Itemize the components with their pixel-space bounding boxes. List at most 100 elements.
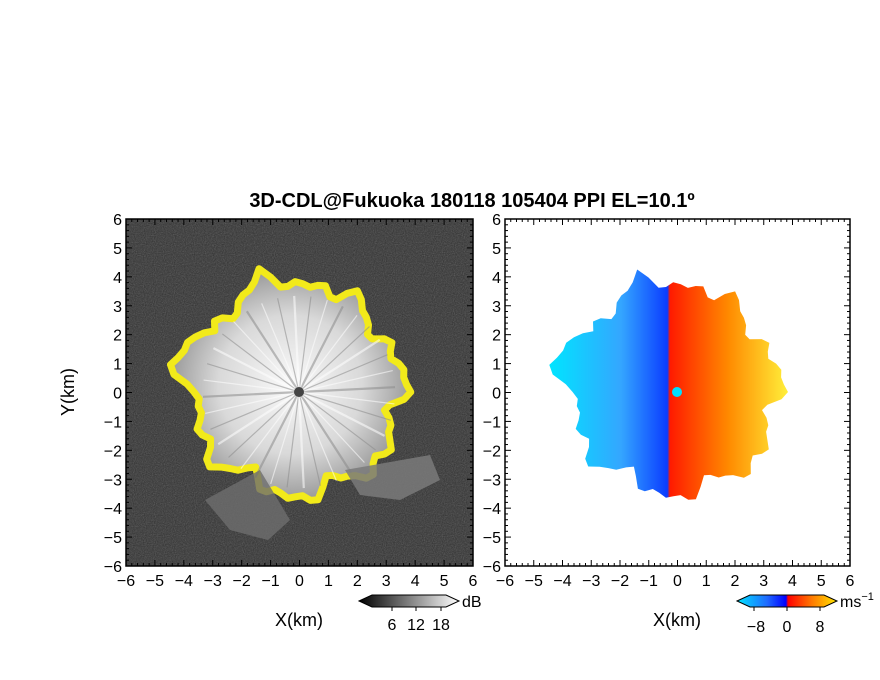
velocity-colorbar-tick-label: −8 — [747, 619, 765, 636]
x-tick-label: −4 — [175, 573, 193, 590]
radial-streak — [298, 386, 396, 394]
y-tick-label: −5 — [483, 530, 501, 547]
x-tick-label: 5 — [440, 573, 449, 590]
y-tick-label: 6 — [492, 212, 501, 229]
y-tick-label: −4 — [104, 501, 122, 518]
backscatter-colorbar-unit: dB — [462, 594, 482, 611]
y-tick-label: −3 — [104, 472, 122, 489]
backscatter-colorbar-tick-label: 12 — [407, 617, 425, 634]
radial-streak — [298, 338, 381, 393]
radial-streak — [298, 305, 344, 393]
y-tick-label: −2 — [483, 443, 501, 460]
radial-streak — [233, 321, 300, 393]
x-tick-label: 4 — [788, 573, 797, 590]
backscatter-x-axis-label: X(km) — [275, 610, 323, 630]
y-tick-label: −6 — [483, 559, 501, 576]
velocity-echo-region — [549, 269, 788, 500]
y-tick-label: 2 — [113, 328, 122, 345]
y-tick-label: −2 — [104, 443, 122, 460]
backscatter-colorbar-tick-label: 6 — [388, 617, 397, 634]
x-tick-label: −5 — [525, 573, 543, 590]
backscatter-colorbar: 6 12 18 dB — [357, 594, 482, 634]
radial-streak — [298, 296, 312, 393]
x-tick-label: 0 — [673, 573, 682, 590]
radial-streak — [261, 303, 300, 393]
y-tick-label: 1 — [492, 357, 501, 374]
radial-streak — [210, 391, 300, 430]
y-tick-label: 5 — [492, 241, 501, 258]
radial-streak — [298, 391, 321, 486]
velocity-colorbar-unit: ms−1 — [840, 591, 874, 611]
radial-streak — [228, 391, 300, 458]
backscatter-colorbar-tick-label: 18 — [432, 617, 450, 634]
radial-streak — [298, 354, 388, 393]
x-tick-label: −6 — [496, 573, 514, 590]
radial-streak — [298, 391, 395, 405]
backscatter-y-axis-label: Y(km) — [58, 368, 78, 416]
y-tick-label: 3 — [113, 299, 122, 316]
radial-streak — [202, 390, 300, 398]
radial-streak — [212, 347, 300, 393]
x-tick-label: −4 — [553, 573, 571, 590]
y-tick-label: −5 — [104, 530, 122, 547]
x-tick-label: −6 — [117, 573, 135, 590]
x-tick-label: 6 — [846, 573, 855, 590]
x-tick-label: 4 — [411, 573, 420, 590]
radial-streak — [298, 370, 393, 393]
velocity-colorbar-tick-label: 8 — [816, 619, 825, 636]
x-tick-label: 3 — [759, 573, 768, 590]
y-tick-label: −1 — [104, 414, 122, 431]
y-tick-label: −3 — [483, 472, 501, 489]
backscatter-radial-streaks — [202, 295, 396, 489]
radial-streak — [245, 310, 300, 393]
radial-streak — [221, 333, 300, 393]
radial-streak — [298, 391, 392, 421]
y-tick-label: 6 — [113, 212, 122, 229]
radial-streak — [270, 391, 300, 485]
x-tick-label: 2 — [731, 573, 740, 590]
backscatter-axis-ticks: −6 −5 −4 −3 −2 −1 0 1 2 3 4 5 6 6 5 4 3 2 1 0 −1 −2 −3 −4 −5 −6 — [104, 212, 478, 590]
y-tick-label: −6 — [104, 559, 122, 576]
x-tick-label: 3 — [382, 573, 391, 590]
y-tick-label: 1 — [113, 357, 122, 374]
velocity-colorbar-scale — [735, 594, 839, 608]
velocity-colorbar-unit-exponent: −1 — [861, 591, 874, 603]
radial-streak — [298, 391, 386, 437]
figure-title: 3D-CDL@Fukuoka 180118 105404 PPI EL=10.1… — [249, 190, 694, 212]
y-tick-label: 5 — [113, 241, 122, 258]
radar-site-marker — [294, 387, 304, 397]
x-tick-label: −1 — [261, 573, 279, 590]
x-tick-label: −5 — [146, 573, 164, 590]
radial-streak — [298, 326, 370, 393]
x-tick-label: −2 — [611, 573, 629, 590]
radial-streak — [293, 295, 301, 393]
y-tick-label: 0 — [492, 386, 501, 403]
velocity-colorbar: −8 0 8 ms−1 — [735, 591, 874, 636]
backscatter-lower-sector — [205, 470, 290, 540]
radial-streak — [205, 391, 300, 414]
radial-streak — [298, 391, 353, 474]
radial-streak — [297, 391, 305, 489]
radial-streak — [240, 391, 300, 470]
x-tick-label: −3 — [582, 573, 600, 590]
x-tick-label: 1 — [324, 573, 333, 590]
radial-streak — [206, 363, 300, 393]
radial-streak — [286, 391, 300, 488]
radial-streak — [217, 391, 300, 446]
x-tick-label: −1 — [640, 573, 658, 590]
x-tick-label: 5 — [817, 573, 826, 590]
velocity-colorbar-tick-label: 0 — [783, 619, 792, 636]
x-tick-label: 2 — [353, 573, 362, 590]
radial-streak — [277, 298, 300, 393]
velocity-axis-ticks: −6 −5 −4 −3 −2 −1 0 1 2 3 4 5 6 6 5 4 3 2 1 0 −1 −2 −3 −4 −5 −6 — [483, 212, 855, 590]
y-tick-label: 4 — [113, 270, 122, 287]
x-tick-label: −2 — [233, 573, 251, 590]
x-tick-label: 1 — [702, 573, 711, 590]
x-tick-label: 0 — [295, 573, 304, 590]
radial-streak — [298, 314, 358, 393]
velocity-x-axis-label: X(km) — [653, 610, 701, 630]
velocity-site-marker — [672, 387, 682, 397]
radial-streak — [203, 379, 300, 393]
y-tick-label: 4 — [492, 270, 501, 287]
y-tick-label: −4 — [483, 501, 501, 518]
